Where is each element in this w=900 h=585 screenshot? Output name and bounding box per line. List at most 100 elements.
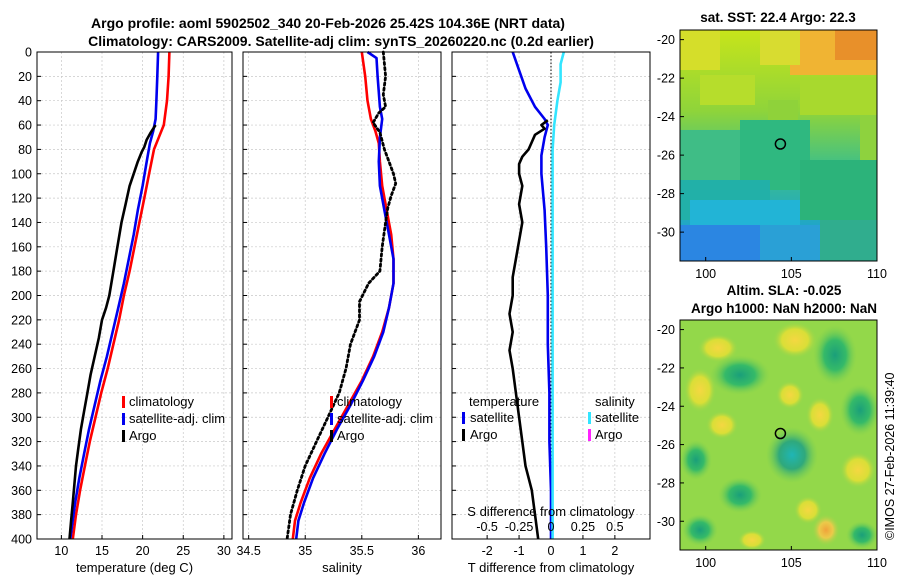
- y-tick-label: 80: [18, 143, 32, 157]
- salinity-panel: 34.5 35 35.5 36 salinity: [236, 50, 442, 575]
- legend-label-satellite: satellite-adj. clim: [337, 411, 433, 426]
- x-tick-label: -2: [482, 544, 493, 558]
- x-tick-label: 25: [176, 544, 190, 558]
- legend-swatch-climatology: [330, 396, 333, 408]
- y-tick-label: 200: [11, 289, 32, 303]
- y-tick-label: 360: [11, 484, 32, 498]
- axes-frame: [242, 51, 442, 540]
- y-tick-label: 140: [11, 216, 32, 230]
- secondary-x-tick-label: 0.25: [571, 520, 595, 534]
- x-tick-label: -1: [514, 544, 525, 558]
- series-line-climatology: [71, 51, 171, 540]
- legend-label-t-satellite: satellite: [470, 410, 514, 425]
- x-tick-label: 35: [298, 544, 312, 558]
- y-tick-label: 120: [11, 192, 32, 206]
- secondary-x-axis-label: S difference from climatology: [467, 504, 635, 519]
- legend-swatch-t-argo: [462, 429, 465, 441]
- map-x-tick-label: 105: [781, 556, 802, 570]
- secondary-x-tick-label: -0.25: [505, 520, 534, 534]
- map-y-tick-label: -28: [657, 476, 675, 490]
- map-y-tick-label: -22: [657, 72, 675, 86]
- legend-label-climatology: climatology: [129, 394, 195, 409]
- y-tick-label: 100: [11, 167, 32, 181]
- figure-title-line2: Climatology: CARS2009. Satellite-adj cli…: [88, 33, 594, 49]
- map-y-tick-label: -24: [657, 110, 675, 124]
- sla-map-frame: [679, 319, 878, 551]
- y-tick-label: 220: [11, 313, 32, 327]
- legend-swatch-s-satellite: [588, 412, 591, 424]
- x-tick-label: 36: [411, 544, 425, 558]
- map-y-tick-label: -20: [657, 33, 675, 47]
- x-tick-label: 35.5: [350, 544, 374, 558]
- legend-swatch-argo: [330, 430, 333, 442]
- x-tick-label: 2: [611, 544, 618, 558]
- legend-swatch-satellite: [122, 413, 125, 425]
- x-tick-label: 1: [579, 544, 586, 558]
- difference-legend: temperature satellite Argo salinity sate…: [462, 394, 639, 442]
- legend-title-temperature: temperature: [469, 394, 539, 409]
- secondary-x-tick-label: 0.5: [606, 520, 623, 534]
- y-tick-label: 240: [11, 338, 32, 352]
- legend-label-argo: Argo: [129, 428, 156, 443]
- series-line-s-satellite: [551, 51, 566, 539]
- x-axis-label: temperature (deg C): [76, 560, 193, 575]
- y-tick-label: 60: [18, 119, 32, 133]
- argo-location-marker: [774, 138, 787, 150]
- legend-label-t-argo: Argo: [470, 427, 497, 442]
- difference-panel: -2 -1 0 1 2 T difference from climatology S di…: [451, 51, 651, 575]
- series-line-satellite-adj-clim: [294, 50, 395, 540]
- sla-map-title-line1: Altim. SLA: -0.025: [727, 283, 842, 298]
- y-tick-label: 400: [11, 533, 32, 547]
- y-tick-label: 380: [11, 508, 32, 522]
- map-y-tick-label: -22: [657, 361, 675, 375]
- argo-location-marker: [774, 427, 787, 440]
- x-axis-label: T difference from climatology: [468, 560, 635, 575]
- series-line-t-argo: [508, 119, 549, 540]
- map-x-tick-label: 105: [781, 267, 802, 281]
- axes-frame: [451, 51, 651, 540]
- secondary-x-tick-label: 0: [548, 520, 555, 534]
- legend-swatch-s-argo: [588, 429, 591, 441]
- y-tick-label: 0: [25, 46, 32, 60]
- map-y-tick-label: -30: [657, 515, 675, 529]
- sst-map-image: [680, 30, 877, 261]
- sst-map-axes: 100 105 110 -20 -22 -24 -26 -28 -30: [657, 33, 887, 281]
- salinity-legend: climatology satellite-adj. clim Argo: [330, 394, 433, 443]
- y-tick-label: 40: [18, 94, 32, 108]
- legend-swatch-t-satellite: [462, 412, 465, 424]
- x-tick-label: 15: [95, 544, 109, 558]
- legend-label-s-argo: Argo: [595, 427, 622, 442]
- y-tick-label: 300: [11, 411, 32, 425]
- y-tick-label: 20: [18, 70, 32, 84]
- x-tick-label: 0: [548, 544, 555, 558]
- legend-swatch-satellite: [330, 413, 333, 425]
- map-x-tick-label: 100: [695, 556, 716, 570]
- y-tick-label: 180: [11, 265, 32, 279]
- legend-label-satellite: satellite-adj. clim: [129, 411, 225, 426]
- x-tick-label: 20: [136, 544, 150, 558]
- x-tick-label: 10: [54, 544, 68, 558]
- legend-label-argo: Argo: [337, 428, 364, 443]
- map-x-tick-label: 110: [867, 556, 887, 570]
- map-y-tick-label: -28: [657, 187, 675, 201]
- series-line-t-satellite: [511, 51, 553, 539]
- y-tick-label: 260: [11, 362, 32, 376]
- figure-title-line1: Argo profile: aoml 5902502_340 20-Feb-20…: [91, 15, 565, 31]
- imos-timestamp: ©IMOS 27-Feb-2026 11:39:40: [883, 373, 897, 540]
- x-tick-label: 30: [217, 544, 231, 558]
- map-y-tick-label: -30: [657, 226, 675, 240]
- secondary-x-tick-label: -0.5: [476, 520, 498, 534]
- legend-swatch-argo: [122, 430, 125, 442]
- sla-map-image: [680, 320, 877, 550]
- sst-map-title: sat. SST: 22.4 Argo: 22.3: [700, 10, 856, 25]
- temperature-panel: 10 15 20 25 30020406080100120140160180200220…: [11, 46, 233, 575]
- sla-map-title-line2: Argo h1000: NaN h2000: NaN: [691, 301, 877, 316]
- legend-label-s-satellite: satellite: [595, 410, 639, 425]
- map-y-tick-label: -24: [657, 400, 675, 414]
- y-tick-label: 340: [11, 459, 32, 473]
- series-line-argo: [285, 50, 398, 541]
- map-x-tick-label: 110: [867, 267, 887, 281]
- y-tick-label: 160: [11, 240, 32, 254]
